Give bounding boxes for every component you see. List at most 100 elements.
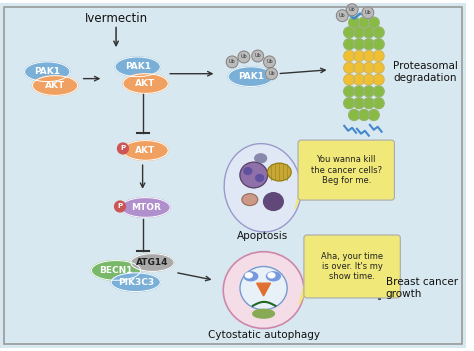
Ellipse shape <box>223 252 304 329</box>
Circle shape <box>364 86 374 97</box>
Ellipse shape <box>253 309 274 318</box>
Circle shape <box>238 51 250 63</box>
Text: PAK1: PAK1 <box>125 62 151 71</box>
Circle shape <box>344 62 355 73</box>
Circle shape <box>364 98 374 108</box>
Circle shape <box>364 51 374 61</box>
Text: PAK1: PAK1 <box>238 72 264 81</box>
Text: MTOR: MTOR <box>131 203 161 212</box>
Text: Ub: Ub <box>255 53 261 59</box>
Ellipse shape <box>131 254 174 271</box>
Text: BECN1: BECN1 <box>100 266 133 275</box>
Circle shape <box>118 143 128 154</box>
Text: AKT: AKT <box>136 79 155 88</box>
Ellipse shape <box>267 163 291 181</box>
Circle shape <box>349 17 359 28</box>
Text: Ub: Ub <box>266 59 273 64</box>
Ellipse shape <box>115 57 160 77</box>
Text: PIK3C3: PIK3C3 <box>118 278 154 287</box>
Ellipse shape <box>123 74 168 93</box>
Circle shape <box>354 51 365 61</box>
Text: Breast cancer
growth: Breast cancer growth <box>385 277 458 299</box>
Ellipse shape <box>266 272 280 281</box>
Polygon shape <box>299 244 328 305</box>
Circle shape <box>358 110 369 120</box>
Circle shape <box>368 110 379 120</box>
Ellipse shape <box>268 273 275 278</box>
Ellipse shape <box>123 141 168 160</box>
Circle shape <box>344 39 355 49</box>
FancyBboxPatch shape <box>298 140 394 200</box>
Text: Ub: Ub <box>268 71 275 76</box>
Circle shape <box>364 62 374 73</box>
Circle shape <box>373 86 384 97</box>
Circle shape <box>354 27 365 38</box>
Text: ATG14: ATG14 <box>136 258 169 267</box>
Text: Aha, your time
is over. It's my
show time.: Aha, your time is over. It's my show tim… <box>321 252 383 282</box>
Circle shape <box>373 74 384 85</box>
Circle shape <box>344 98 355 108</box>
Text: You wanna kill
the cancer cells?
Beg for me.: You wanna kill the cancer cells? Beg for… <box>310 155 382 185</box>
Circle shape <box>264 56 275 68</box>
Ellipse shape <box>240 266 287 310</box>
Ellipse shape <box>121 198 170 217</box>
Text: Proteasomal
degradation: Proteasomal degradation <box>393 61 458 82</box>
Circle shape <box>364 74 374 85</box>
Circle shape <box>354 86 365 97</box>
Circle shape <box>373 98 384 108</box>
Text: AKT: AKT <box>136 146 155 155</box>
Ellipse shape <box>255 174 264 181</box>
Circle shape <box>265 68 277 80</box>
Ellipse shape <box>244 168 252 174</box>
Text: Apoptosis: Apoptosis <box>237 231 288 241</box>
Circle shape <box>364 39 374 49</box>
Text: AKT: AKT <box>45 81 65 90</box>
Text: Ivermectin: Ivermectin <box>84 12 147 25</box>
Circle shape <box>358 17 369 28</box>
Circle shape <box>354 39 365 49</box>
Circle shape <box>349 110 359 120</box>
Circle shape <box>344 74 355 85</box>
Text: Ub: Ub <box>339 13 346 18</box>
Ellipse shape <box>224 144 301 232</box>
Circle shape <box>337 10 348 21</box>
Ellipse shape <box>244 272 258 281</box>
Circle shape <box>373 27 384 38</box>
Ellipse shape <box>240 162 267 188</box>
Ellipse shape <box>246 273 252 278</box>
Ellipse shape <box>32 76 78 95</box>
Circle shape <box>115 201 126 212</box>
Ellipse shape <box>91 260 141 280</box>
Ellipse shape <box>242 194 258 205</box>
Polygon shape <box>295 149 320 209</box>
Circle shape <box>354 98 365 108</box>
Circle shape <box>373 51 384 61</box>
Ellipse shape <box>255 154 266 163</box>
Circle shape <box>344 27 355 38</box>
Circle shape <box>354 62 365 73</box>
Text: Ub: Ub <box>241 54 247 59</box>
Text: P: P <box>118 204 123 210</box>
Text: PAK1: PAK1 <box>34 67 60 76</box>
Ellipse shape <box>228 67 273 86</box>
Ellipse shape <box>264 193 283 210</box>
Circle shape <box>373 62 384 73</box>
Circle shape <box>344 86 355 97</box>
Text: Ub: Ub <box>229 59 236 64</box>
Polygon shape <box>257 283 271 296</box>
Circle shape <box>354 74 365 85</box>
Circle shape <box>346 4 358 16</box>
Ellipse shape <box>111 273 160 292</box>
Text: Cytostatic autophagy: Cytostatic autophagy <box>208 330 319 340</box>
Circle shape <box>226 56 238 68</box>
Text: Ub: Ub <box>365 10 371 15</box>
Text: Ub: Ub <box>349 7 356 12</box>
Circle shape <box>252 50 264 62</box>
Circle shape <box>344 51 355 61</box>
Circle shape <box>368 17 379 28</box>
Circle shape <box>373 39 384 49</box>
Circle shape <box>362 7 374 19</box>
FancyBboxPatch shape <box>304 235 401 298</box>
Circle shape <box>364 27 374 38</box>
Text: P: P <box>120 145 126 151</box>
